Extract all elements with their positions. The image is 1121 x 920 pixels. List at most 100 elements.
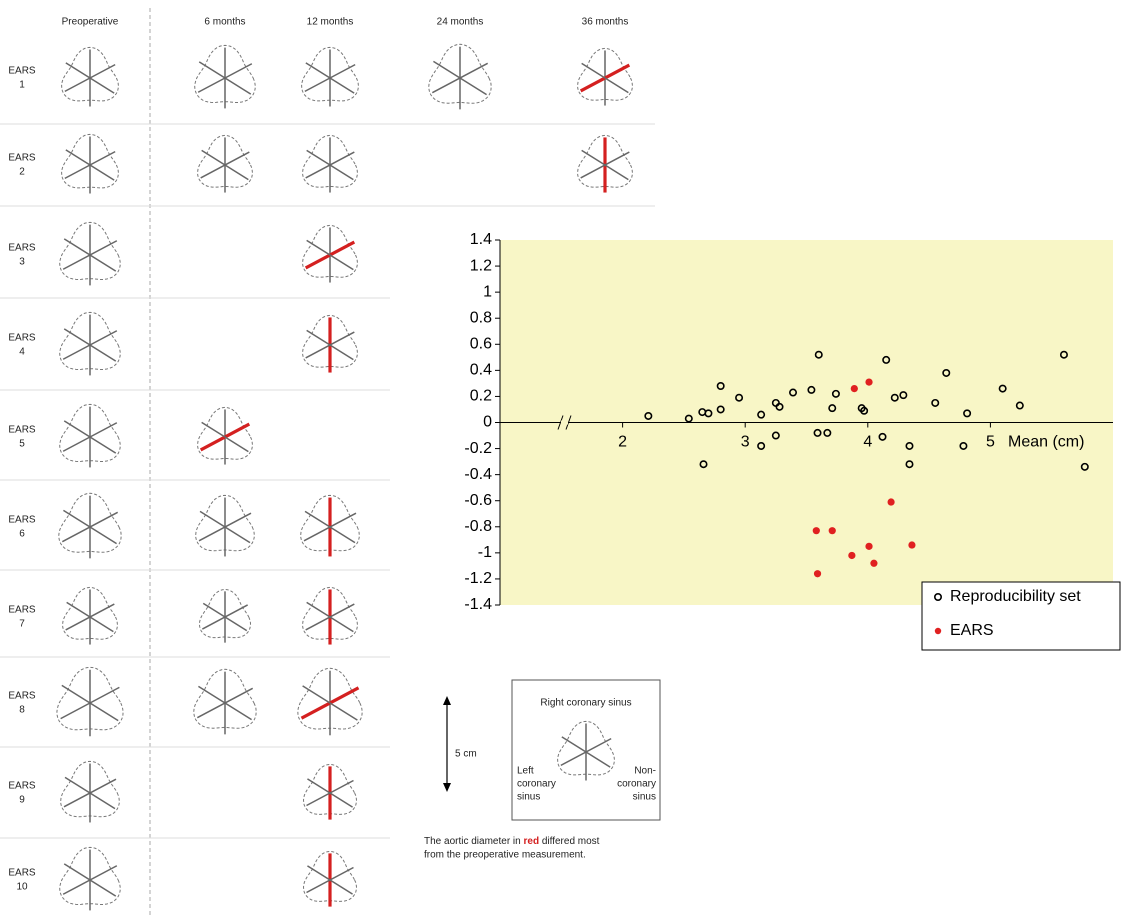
- sinus-outline: [195, 494, 255, 552]
- data-point: [850, 385, 858, 393]
- data-point: [807, 385, 816, 394]
- sinus-outline: [61, 46, 119, 102]
- row-label: EARS: [8, 425, 36, 436]
- y-tick-label: -1.2: [464, 570, 492, 587]
- key-left-label: coronary: [517, 779, 556, 790]
- sinus-diagram: [59, 846, 121, 911]
- sinus-diagram: [59, 311, 121, 376]
- key-top-label: Right coronary sinus: [540, 698, 631, 709]
- sinus-diagram: [193, 668, 257, 735]
- y-tick-label: -1.4: [464, 596, 492, 613]
- data-point: [735, 393, 744, 402]
- row-label: 7: [19, 619, 25, 630]
- sinus-outline: [428, 43, 492, 104]
- data-point: [998, 384, 1007, 393]
- data-point: [865, 542, 873, 550]
- key-right-label: coronary: [617, 779, 656, 790]
- sinus-outline: [62, 586, 118, 640]
- diameter: [307, 865, 353, 895]
- sinus-outline: [193, 668, 257, 729]
- row-label: EARS: [8, 515, 36, 526]
- row-label: EARS: [8, 781, 36, 792]
- data-point: [775, 402, 784, 411]
- data-point: [959, 441, 968, 450]
- row-label: EARS: [8, 605, 36, 616]
- diameter: [306, 239, 354, 271]
- caption-text: differed most: [539, 836, 600, 847]
- sinus-diagram: [197, 134, 253, 193]
- diameter: [581, 62, 629, 94]
- column-header: Preoperative: [62, 17, 119, 28]
- data-point: [905, 441, 914, 450]
- sinus-diagram: [59, 221, 121, 286]
- diameter: [63, 863, 117, 897]
- row-label: 6: [19, 529, 25, 540]
- diameter: [305, 62, 355, 94]
- sinus-outline: [302, 314, 358, 368]
- x-axis-label: Mean (cm): [1008, 434, 1084, 451]
- row-label: 10: [16, 882, 28, 893]
- sinus-diagram: [297, 667, 363, 736]
- diameter: [302, 685, 358, 721]
- data-point: [860, 406, 869, 415]
- y-tick-label: 1.4: [470, 231, 492, 248]
- row-label: 5: [19, 439, 25, 450]
- sinus-outline: [198, 588, 252, 639]
- scale-label: 5 cm: [455, 749, 477, 760]
- sinus-diagram: [59, 403, 121, 468]
- y-tick-label: 0.4: [470, 362, 492, 379]
- sinus-diagram: [198, 588, 252, 643]
- legend-label: Reproducibility set: [950, 588, 1081, 605]
- y-tick-label: -0.4: [464, 466, 492, 483]
- data-point: [1015, 401, 1024, 410]
- data-point: [908, 541, 916, 549]
- data-point: [814, 350, 823, 359]
- caption: from the preoperative measurement.: [424, 850, 586, 861]
- row-label: 4: [19, 347, 25, 358]
- data-point: [890, 393, 899, 402]
- row-label: EARS: [8, 691, 36, 702]
- data-point: [757, 441, 766, 450]
- sinus-outline: [301, 46, 359, 102]
- data-point: [905, 460, 914, 469]
- column-header: 12 months: [307, 17, 354, 28]
- y-tick-label: -0.2: [464, 440, 492, 457]
- diameter: [65, 62, 115, 94]
- data-point: [716, 405, 725, 414]
- diameter: [306, 329, 354, 361]
- y-tick-label: 0: [483, 414, 492, 431]
- data-point: [899, 391, 908, 400]
- sinus-diagram: [56, 666, 124, 737]
- diameter: [304, 510, 356, 544]
- sinus-outline: [60, 760, 120, 818]
- row-label: EARS: [8, 333, 36, 344]
- diameter: [201, 421, 249, 453]
- row-label: 8: [19, 705, 25, 716]
- axis-break-gap: [561, 420, 568, 425]
- sinus-diagram: [302, 586, 358, 645]
- data-point: [813, 570, 822, 578]
- diameter: [63, 238, 117, 272]
- data-point: [813, 428, 822, 437]
- sinus-outline: [557, 720, 615, 776]
- sinus-diagram: [61, 46, 119, 107]
- row-label: 1: [19, 80, 25, 91]
- diameter: [198, 685, 252, 721]
- sinus-outline: [59, 403, 121, 463]
- data-point: [848, 551, 856, 560]
- diameter: [66, 601, 114, 633]
- axis-break: [557, 415, 572, 430]
- sinus-diagram: [557, 720, 615, 781]
- diameter: [306, 601, 354, 633]
- sinus-outline: [59, 221, 121, 281]
- sinus-diagram: [577, 47, 633, 106]
- key-right-label: Non-: [634, 766, 656, 777]
- sinus-outline: [58, 492, 122, 553]
- sinus-outline: [302, 134, 358, 188]
- caption-text: The aortic diameter in: [424, 836, 524, 847]
- y-tick-label: 0.6: [470, 336, 492, 353]
- y-tick-label: -1: [478, 544, 492, 561]
- data-point: [704, 409, 713, 418]
- x-tick-label: 3: [741, 434, 750, 451]
